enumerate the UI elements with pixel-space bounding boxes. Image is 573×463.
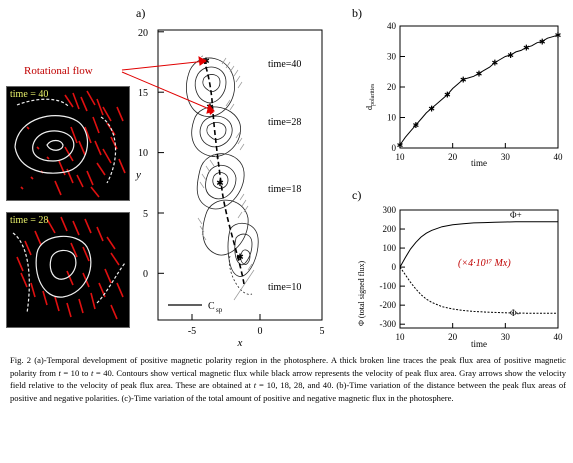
b-data-point: ✱ bbox=[397, 141, 404, 150]
b-ytick-10: 10 bbox=[387, 113, 397, 123]
b-data-point: ✱ bbox=[412, 121, 419, 130]
a-ytick-20: 20 bbox=[138, 28, 148, 39]
b-data-point: ✱ bbox=[491, 59, 498, 68]
velocity-field-image-40 bbox=[14, 90, 126, 198]
caption-t1: t bbox=[58, 367, 61, 378]
b-ytick-30: 30 bbox=[387, 52, 397, 62]
c-upper-curve-label: Φ+ bbox=[510, 210, 522, 220]
a-ytick-10: 10 bbox=[138, 148, 148, 159]
b-ytick-20: 20 bbox=[387, 82, 397, 92]
c-ylabel: Φ (total signed flux) bbox=[357, 260, 366, 326]
a-xlabel: x bbox=[237, 337, 243, 349]
b-data-point: ✱ bbox=[460, 75, 467, 84]
svg-text:✱: ✱ bbox=[236, 252, 244, 262]
b-xtick-10: 10 bbox=[396, 152, 406, 162]
c-xtick-40: 40 bbox=[554, 332, 564, 342]
b-data-point: ✱ bbox=[476, 69, 483, 78]
c-xtick-10: 10 bbox=[396, 332, 406, 342]
panel-a-plot: 0 5 10 15 20 -5 0 5 x y ✱ ✱ ✱ ✱ bbox=[135, 28, 325, 349]
c-ticks bbox=[399, 209, 559, 328]
inset-time-28: time = 28 bbox=[6, 212, 130, 328]
b-xlabel: time bbox=[471, 158, 487, 168]
a-time-18-label: time=18 bbox=[268, 184, 301, 195]
c-ytick-300: 300 bbox=[383, 205, 397, 215]
c-ytick-200: 200 bbox=[383, 224, 397, 234]
c-lower-curve-label: Φ- bbox=[510, 308, 520, 318]
c-xlabel: time bbox=[471, 339, 487, 349]
a-xtick-0: 0 bbox=[258, 326, 263, 337]
caption-t3: t bbox=[253, 380, 257, 391]
b-xtick-30: 30 bbox=[501, 152, 511, 162]
a-ytick-5: 5 bbox=[143, 209, 148, 220]
caption-lead: Fig. 2 (a)-Temporal development of posit… bbox=[10, 355, 566, 378]
panel-b-letter: b) bbox=[352, 6, 362, 20]
c-ytick-100: 100 bbox=[383, 243, 397, 253]
flux-contours bbox=[186, 57, 259, 295]
inset-bottom-time-label: time = 28 bbox=[10, 215, 49, 226]
a-ytick-15: 15 bbox=[138, 88, 148, 99]
b-data-point: ✱ bbox=[507, 51, 514, 60]
panel-b-chart: dpolarities time 10 20 30 40 0 10 20 30 … bbox=[365, 21, 564, 168]
c-ytick-0: 0 bbox=[392, 262, 397, 272]
b-data-point: ✱ bbox=[555, 31, 562, 40]
panel-a-letter: a) bbox=[136, 6, 146, 20]
a-time-28-label: time=28 bbox=[268, 117, 301, 128]
panel-c-chart: Φ (total signed flux) time 10 20 30 40 -… bbox=[357, 205, 564, 349]
velocity-field-image-28 bbox=[12, 216, 126, 320]
velocity-arrows-gray bbox=[197, 57, 255, 301]
a-ytick-0: 0 bbox=[143, 269, 148, 280]
b-xtick-40: 40 bbox=[554, 152, 564, 162]
b-ytick-40: 40 bbox=[387, 21, 397, 31]
b-ytick-0: 0 bbox=[392, 143, 397, 153]
inset-time-40: time = 40 bbox=[6, 86, 130, 201]
c-positive-flux-line bbox=[399, 221, 558, 268]
c-ytick-neg100: -100 bbox=[380, 281, 397, 291]
c-frame bbox=[399, 209, 559, 329]
c-xtick-20: 20 bbox=[448, 332, 458, 342]
b-data-point: ✱ bbox=[428, 104, 435, 113]
b-xtick-20: 20 bbox=[448, 152, 458, 162]
panel-c-letter: c) bbox=[352, 188, 362, 202]
c-ytick-neg200: -200 bbox=[380, 300, 397, 310]
c-series bbox=[399, 221, 558, 314]
b-ticks bbox=[399, 25, 559, 149]
b-ylabel: dpolarities bbox=[365, 83, 376, 110]
c-negative-flux-line bbox=[399, 266, 558, 314]
b-data-point: ✱ bbox=[539, 37, 546, 46]
caption-t2: t bbox=[90, 367, 94, 378]
caption-mid1: = 10 to bbox=[60, 367, 91, 378]
c-ytick-neg300: -300 bbox=[380, 319, 397, 329]
c-unit-note: (×4·10¹⁷ Mx) bbox=[458, 258, 511, 269]
panel-a-frame bbox=[157, 29, 323, 321]
a-ylabel: y bbox=[135, 169, 141, 181]
a-xtick-neg5: -5 bbox=[188, 326, 196, 337]
b-distance-line bbox=[399, 34, 559, 146]
inset-top-time-label: time = 40 bbox=[10, 89, 49, 100]
caption-rest: = 40. Contours show vertical magnetic fl… bbox=[10, 367, 566, 391]
a-time-10-label: time=10 bbox=[268, 282, 301, 293]
legend-label: C bbox=[208, 301, 215, 312]
c-xtick-30: 30 bbox=[501, 332, 511, 342]
legend-sub: sp bbox=[216, 306, 223, 314]
a-xtick-5: 5 bbox=[320, 326, 325, 337]
caption-tail: = 10, 18, 28, and 40. (b)-Time variation… bbox=[10, 380, 566, 403]
b-series: ✱ ✱ ✱ ✱ ✱ ✱ ✱ ✱ ✱ ✱ ✱ bbox=[397, 31, 562, 150]
b-data-point: ✱ bbox=[523, 43, 530, 52]
b-data-point: ✱ bbox=[444, 91, 451, 100]
figure-caption: Fig. 2 (a)-Temporal development of posit… bbox=[10, 354, 566, 404]
svg-text:✱: ✱ bbox=[216, 178, 224, 188]
rotational-flow-label: Rotational flow bbox=[24, 65, 93, 77]
a-time-40-label: time=40 bbox=[268, 59, 301, 70]
